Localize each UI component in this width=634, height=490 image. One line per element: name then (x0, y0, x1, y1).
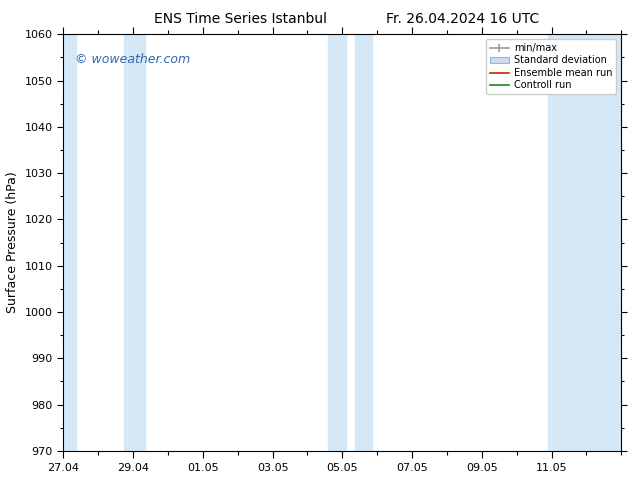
Legend: min/max, Standard deviation, Ensemble mean run, Controll run: min/max, Standard deviation, Ensemble me… (486, 39, 616, 94)
Text: Fr. 26.04.2024 16 UTC: Fr. 26.04.2024 16 UTC (386, 12, 540, 26)
Bar (61, 34, 75, 451)
Bar (548, 34, 625, 451)
Bar (354, 34, 372, 451)
Text: ENS Time Series Istanbul: ENS Time Series Istanbul (155, 12, 327, 26)
Text: © woweather.com: © woweather.com (75, 53, 190, 66)
Y-axis label: Surface Pressure (hPa): Surface Pressure (hPa) (6, 172, 19, 314)
Bar (328, 34, 346, 451)
Bar (124, 34, 145, 451)
